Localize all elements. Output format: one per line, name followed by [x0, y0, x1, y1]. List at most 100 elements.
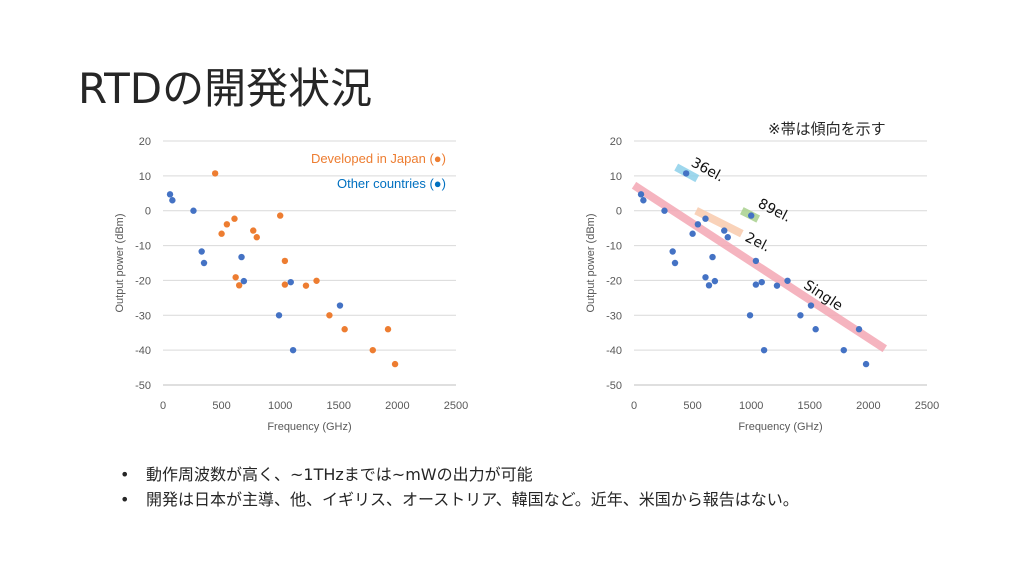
- data-point: [240, 277, 248, 285]
- data-point: [287, 278, 294, 286]
- data-point: [253, 234, 260, 241]
- data-point: [223, 221, 231, 228]
- x-tick-label: 0: [631, 400, 637, 412]
- y-tick-label: -50: [606, 380, 622, 392]
- data-point: [752, 257, 760, 265]
- data-point: [807, 302, 815, 309]
- y-axis-title: Output power (dBm): [585, 213, 597, 312]
- slide-title: RTDの開発状況: [78, 64, 373, 113]
- data-point: [671, 259, 679, 267]
- legend-paren: ): [442, 176, 446, 191]
- legend-paren: ): [442, 151, 446, 166]
- data-point: [238, 253, 245, 261]
- data-point: [218, 230, 225, 237]
- y-tick-label: 20: [139, 136, 151, 148]
- data-point: [198, 248, 205, 255]
- data-point: [166, 191, 174, 198]
- y-tick-label: 0: [616, 206, 622, 218]
- x-tick-label: 2000: [385, 400, 409, 412]
- x-tick-label: 2000: [856, 400, 880, 412]
- trend-band-label: 89el.: [755, 196, 793, 226]
- y-tick-label: 0: [145, 206, 151, 218]
- y-tick-label: 20: [610, 136, 622, 148]
- data-point: [812, 326, 819, 333]
- bullet-item: 開発は日本が主導、他、イギリス、オーストリア、韓国など。近年、米国から報告はない…: [120, 487, 799, 512]
- data-point: [232, 274, 239, 281]
- trend-band: [694, 207, 744, 238]
- x-tick-label: 2500: [915, 400, 939, 412]
- data-point: [682, 170, 690, 177]
- data-point: [640, 197, 647, 204]
- y-tick-label: -40: [135, 345, 151, 357]
- x-tick-label: 1500: [327, 400, 351, 412]
- y-tick-label: -20: [606, 275, 622, 287]
- data-point: [855, 326, 863, 333]
- data-point: [862, 360, 870, 368]
- trend-band: [631, 181, 887, 353]
- data-point: [281, 281, 289, 288]
- data-point: [661, 207, 668, 214]
- data-point: [200, 259, 208, 267]
- data-point: [231, 215, 238, 222]
- data-point: [669, 248, 676, 255]
- data-point: [326, 312, 333, 319]
- data-point: [190, 207, 197, 214]
- data-point: [721, 227, 728, 234]
- x-tick-label: 0: [160, 400, 166, 412]
- y-tick-label: -20: [135, 275, 151, 287]
- data-point: [302, 282, 310, 289]
- data-point: [702, 215, 709, 222]
- trend-band-label: 2el.: [742, 230, 772, 256]
- data-point: [702, 274, 709, 281]
- trend-note: ※帯は傾向を示す: [768, 120, 886, 138]
- data-point: [289, 346, 297, 354]
- x-tick-label: 1500: [798, 400, 822, 412]
- x-tick-label: 1000: [739, 400, 763, 412]
- data-point: [277, 212, 284, 219]
- y-tick-label: -40: [606, 345, 622, 357]
- y-tick-label: -30: [135, 310, 151, 322]
- scatter-chart-by-origin: 20 10 0 -10 -20 -30 -40 -50 0 500 1000 1500 2000 2500…: [114, 136, 468, 433]
- y-tick-label: -30: [606, 310, 622, 322]
- data-point: [281, 257, 289, 265]
- data-point: [784, 277, 791, 284]
- data-point: [705, 282, 713, 289]
- legend-marker: ●: [434, 176, 442, 191]
- data-point: [694, 221, 702, 228]
- y-tick-label: 10: [610, 171, 622, 183]
- x-tick-label: 2500: [444, 400, 468, 412]
- data-point: [211, 170, 219, 177]
- y-tick-label: -50: [135, 380, 151, 392]
- legend-label: Other countries (: [337, 176, 434, 191]
- data-point: [384, 326, 392, 333]
- x-tick-label: 1000: [268, 400, 292, 412]
- data-point: [235, 282, 243, 289]
- y-axis-title: Output power (dBm): [114, 213, 126, 312]
- data-point: [689, 230, 696, 237]
- data-point: [760, 346, 768, 354]
- x-axis-title: Frequency (GHz): [267, 421, 351, 433]
- data-point: [391, 360, 399, 368]
- legend-label: Developed in Japan (: [311, 151, 435, 166]
- data-point: [169, 197, 176, 204]
- data-point: [758, 278, 765, 286]
- data-point: [724, 234, 731, 241]
- data-point: [748, 212, 755, 219]
- data-point: [746, 312, 754, 319]
- x-tick-label: 500: [683, 400, 701, 412]
- y-tick-label: -10: [135, 241, 151, 253]
- data-point: [341, 326, 348, 333]
- x-axis-title: Frequency (GHz): [738, 421, 822, 433]
- data-point: [313, 277, 320, 284]
- data-point: [840, 346, 847, 354]
- data-point: [369, 346, 376, 354]
- data-point: [275, 312, 283, 319]
- bullet-item: 動作周波数が高く、~1THzまでは~mWの出力が可能: [120, 462, 799, 487]
- data-point: [709, 253, 716, 261]
- data-point: [711, 277, 719, 285]
- legend-entry: Other countries (●): [337, 176, 446, 191]
- data-point: [336, 302, 344, 309]
- data-point: [637, 191, 645, 198]
- bullet-list: 動作周波数が高く、~1THzまでは~mWの出力が可能 開発は日本が主導、他、イギ…: [120, 462, 799, 512]
- data-point: [250, 227, 257, 234]
